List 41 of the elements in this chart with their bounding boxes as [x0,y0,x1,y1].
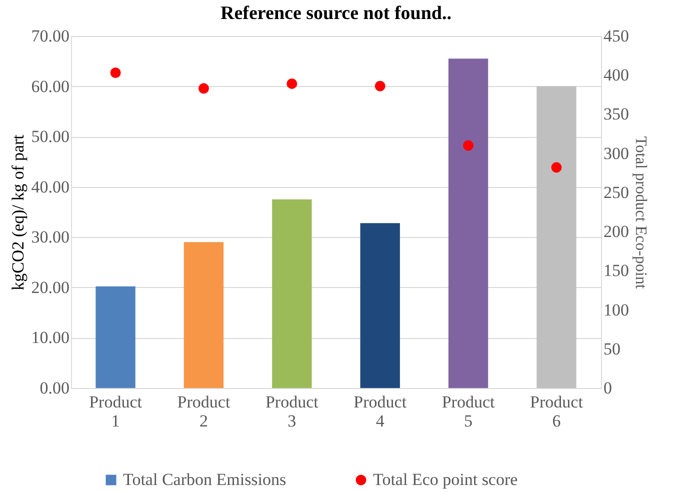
y2-tick-label: 350 [604,104,629,124]
legend-label: Total Carbon Emissions [123,470,286,489]
bar [536,86,576,388]
x-tick-label: Product 4 [354,392,407,430]
point [110,68,121,78]
y2-tick-label: 450 [604,26,629,46]
bar [184,242,224,388]
y2-tick-label: 300 [604,144,629,163]
bar [96,286,136,388]
y-tick-label: 40.00 [31,177,70,196]
legend-label: Total Eco point score [373,470,518,489]
y-tick-label: 30.00 [31,228,70,247]
x-tick-label: Product 6 [530,392,584,430]
y2-tick-label: 100 [604,300,629,320]
y-axis-title: kgCO2 (eq)/ kg of part [8,134,28,290]
y2-tick-label: 250 [604,182,629,202]
point [286,78,298,89]
point [463,140,474,151]
bar [448,58,488,388]
y-tick-label: 0.00 [40,378,70,398]
y-tick-label: 50.00 [31,127,70,146]
bar [360,223,400,388]
bar [272,199,312,388]
point [198,83,209,94]
y-tick-label: 60.00 [31,76,70,96]
y2-tick-label: 50 [604,339,620,358]
x-tick-label: Product 2 [177,392,230,430]
x-tick-label: Product 1 [89,392,142,430]
y-tick-label: 20.00 [31,278,70,297]
x-tick-label: Product 3 [265,392,319,430]
y-tick-label: 70.00 [31,26,70,46]
point [551,162,562,173]
y2-tick-label: 150 [604,261,629,280]
y2-axis-title: Total product Eco-point [632,136,649,290]
x-tick-label: Product 5 [442,392,495,430]
chart-title: Reference source not found.. [220,3,452,24]
point [374,80,386,92]
y2-tick-label: 400 [604,66,629,85]
y2-tick-label: 0 [604,378,612,398]
y2-tick-label: 200 [604,222,629,242]
y-tick-label: 10.00 [31,328,70,348]
